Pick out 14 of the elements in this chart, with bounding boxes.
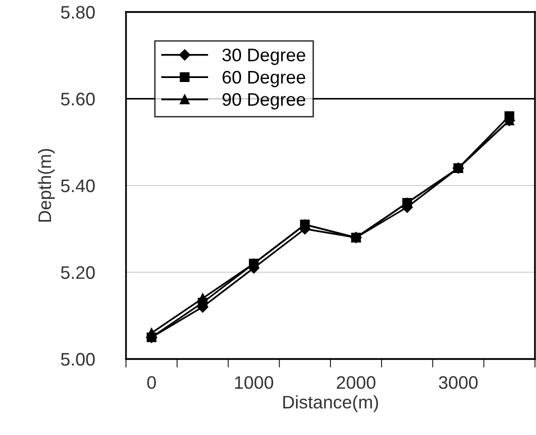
legend-label: 60 Degree	[222, 70, 306, 88]
x-tick-label: 2000	[336, 376, 376, 389]
y-tick-label: 5.40	[61, 179, 95, 192]
y-tick-label: 5.00	[61, 352, 95, 366]
y-tick-label: 5.20	[61, 266, 95, 279]
y-tick-label: 5.80	[61, 6, 95, 19]
y-tick-label: 5.60	[61, 92, 95, 106]
x-tick-label: 3000	[438, 376, 478, 389]
legend-label: 30 Degree	[222, 48, 306, 65]
legend-label: 90 Degree	[222, 93, 306, 110]
x-tick-label: 0	[147, 376, 156, 389]
y-axis-title: Depth(m)	[38, 148, 55, 222]
x-axis-title: Distance(m)	[283, 395, 378, 412]
x-tick-label: 1000	[235, 376, 274, 389]
